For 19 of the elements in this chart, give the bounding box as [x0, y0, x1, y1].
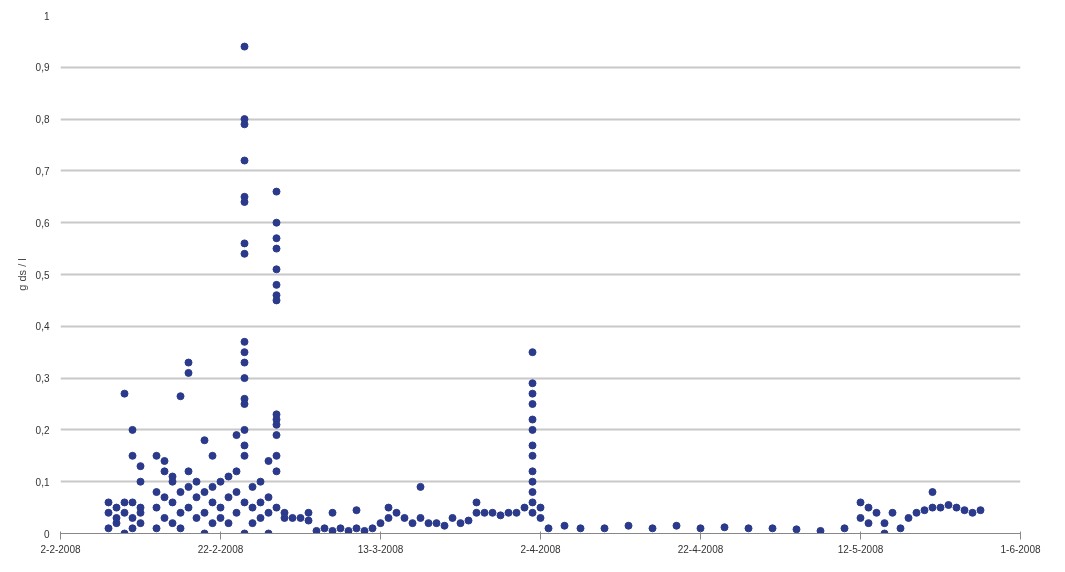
y-tick-label: 0,8 — [35, 114, 50, 126]
y-tick-label: 0,6 — [35, 217, 50, 229]
y-tick-label: 0,4 — [35, 321, 50, 333]
x-tick-label: 2-4-2008 — [520, 543, 561, 555]
y-tick-label: 0,1 — [35, 476, 50, 488]
y-tick-label: 0 — [43, 528, 50, 540]
x-tick-label: 12-5-2008 — [837, 543, 884, 555]
y-tick-label: 0,9 — [35, 62, 50, 74]
x-tick-label: 22-2-2008 — [197, 543, 244, 555]
y-tick-label: 0,5 — [35, 269, 50, 281]
x-tick-label: 1-6-2008 — [1000, 543, 1041, 555]
x-tick-label: 13-3-2008 — [357, 543, 404, 555]
y-axis-title: g ds / l — [15, 258, 28, 291]
y-tick-label: 0,7 — [35, 165, 50, 177]
y-tick-label: 0,2 — [35, 424, 50, 436]
x-tick-label: 22-4-2008 — [677, 543, 724, 555]
y-tick-label: 0,3 — [35, 373, 50, 385]
y-tick-label: 1 — [43, 10, 50, 22]
x-tick-label: 2-2-2008 — [40, 543, 81, 555]
